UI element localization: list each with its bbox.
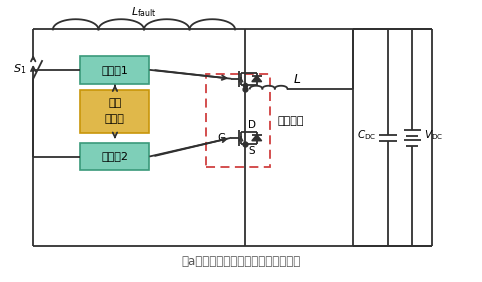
Bar [80,143,149,170]
Polygon shape [252,135,262,141]
Text: $V_{\rm DC}$: $V_{\rm DC}$ [424,128,443,142]
Polygon shape [252,76,262,82]
Text: $L$: $L$ [293,73,301,86]
Bar [205,74,269,167]
Text: S: S [248,146,254,156]
Text: 驱动器1: 驱动器1 [102,65,128,75]
Text: $C_{\rm DC}$: $C_{\rm DC}$ [357,128,376,142]
Bar [80,90,149,133]
Text: $S_1$: $S_1$ [13,62,27,76]
Text: 脉冲: 脉冲 [108,98,121,108]
Text: $L_{\rm fault}$: $L_{\rm fault}$ [131,5,157,19]
Text: 待测对象: 待测对象 [278,116,304,125]
Text: （a）基于双脉冲测试的短路测试方法: （a）基于双脉冲测试的短路测试方法 [181,255,301,268]
Text: 驱动器2: 驱动器2 [101,151,128,162]
Bar [80,56,149,84]
Text: D: D [248,120,256,130]
Text: G: G [217,133,225,143]
Text: 发生器: 发生器 [105,114,125,124]
